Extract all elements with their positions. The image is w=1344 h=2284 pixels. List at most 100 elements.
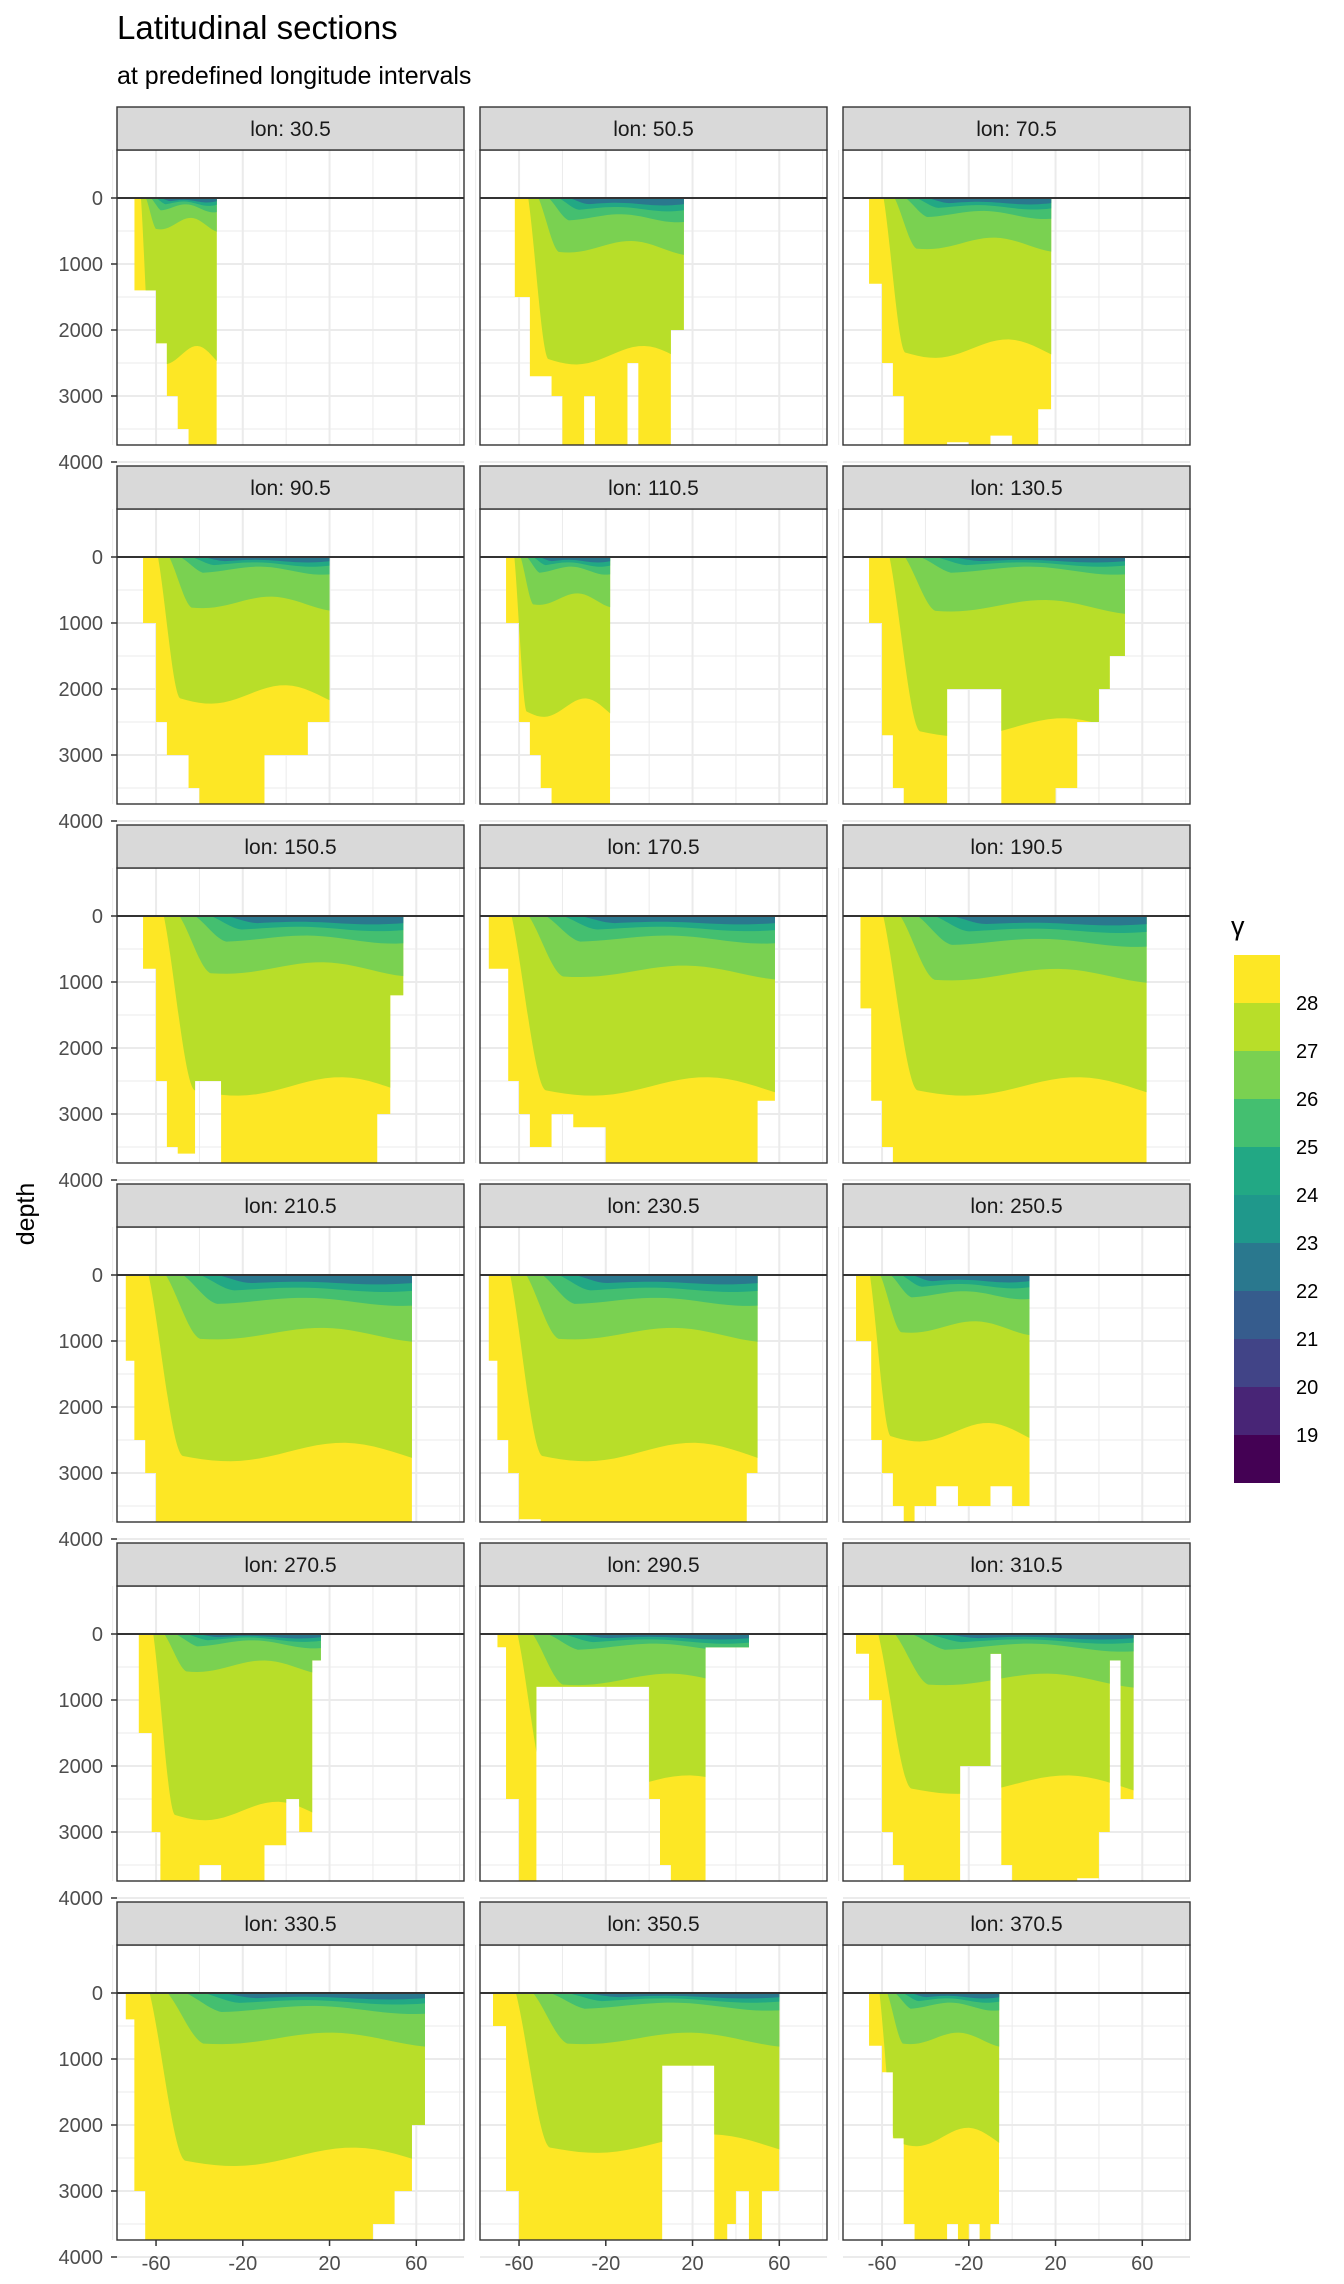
ocean-layers <box>125 1993 425 2240</box>
section-field <box>143 916 404 1163</box>
legend-key <box>1234 1195 1280 1243</box>
facet-panel: lon: 70.5 <box>838 106 1191 463</box>
facet-strip-label: lon: 250.5 <box>970 1195 1062 1218</box>
y-tick-label: 3000 <box>59 1463 104 1485</box>
x-tick-label: -60 <box>868 2253 897 2275</box>
facet-panel: lon: 210.5 0 1000 2000 3000 4000 <box>59 1183 465 1551</box>
layer-23 <box>226 916 404 925</box>
facet-strip-label: lon: 30.5 <box>250 118 331 141</box>
layer-23 <box>577 1634 749 1640</box>
legend-label: 22 <box>1296 1281 1318 1303</box>
chart-subtitle: at predefined longitude intervals <box>117 62 471 90</box>
facet-strip <box>116 106 465 151</box>
facet-panel: lon: 170.5 <box>475 824 828 1181</box>
y-tick-label: 1000 <box>59 1690 104 1712</box>
x-tick-label: 60 <box>1131 2253 1153 2275</box>
facet-panel: lon: 130.5 <box>838 465 1191 822</box>
section-field <box>860 916 1147 1163</box>
ocean-layers <box>506 557 611 804</box>
facet-strip <box>479 106 828 151</box>
section-field <box>488 916 775 1163</box>
facet-strip <box>479 1901 828 1946</box>
y-tick-label: 0 <box>92 906 103 928</box>
legend-title: γ <box>1231 911 1245 941</box>
layer-23 <box>950 557 1125 563</box>
facet-strip-label: lon: 310.5 <box>970 1554 1062 1577</box>
facet-strip <box>116 1901 465 1946</box>
y-tick-label: 0 <box>92 1983 103 2005</box>
y-tick-label: 2000 <box>59 2115 104 2137</box>
y-tick-label: 0 <box>92 547 103 569</box>
facet-strip <box>842 1183 1191 1228</box>
legend-key <box>1234 1051 1280 1099</box>
x-tick-label: -60 <box>505 2253 534 2275</box>
facet-panel: lon: 290.5 <box>475 1542 828 1899</box>
legend-key <box>1234 1339 1280 1387</box>
layer-23 <box>568 198 684 206</box>
legend-key <box>1234 1003 1280 1051</box>
legend-label: 27 <box>1296 1041 1318 1063</box>
facet-panel: lon: 270.5 0 1000 2000 3000 4000 <box>59 1542 465 1910</box>
facet-panel: lon: 30.5 0 1000 2000 3000 4000 <box>59 106 465 474</box>
layer-23 <box>574 1275 758 1285</box>
x-tick-label: 60 <box>405 2253 427 2275</box>
layer-23 <box>951 916 1147 926</box>
ocean-layers <box>493 1993 780 2240</box>
facet-strip <box>479 1183 828 1228</box>
x-tick-label: 20 <box>318 2253 340 2275</box>
ocean-layers <box>488 1275 758 1522</box>
facet-panel: lon: 50.5 <box>475 106 828 463</box>
facet-strip-label: lon: 350.5 <box>607 1913 699 1936</box>
legend: γ 28 27 26 25 24 23 22 21 20 19 <box>1231 911 1318 1483</box>
section-field <box>488 1275 758 1522</box>
layer-27 <box>140 198 217 365</box>
facet-strip-label: lon: 270.5 <box>244 1554 336 1577</box>
y-tick-label: 4000 <box>59 811 104 833</box>
layer-23 <box>539 557 611 563</box>
section-field <box>143 557 330 804</box>
y-tick-label: 3000 <box>59 745 104 767</box>
y-tick-label: 3000 <box>59 2181 104 2203</box>
legend-label: 28 <box>1296 993 1318 1015</box>
y-tick-label: 0 <box>92 1624 103 1646</box>
facet-strip-label: lon: 70.5 <box>976 118 1057 141</box>
facet-strip <box>116 824 465 869</box>
y-tick-label: 3000 <box>59 386 104 408</box>
legend-key <box>1234 1387 1280 1435</box>
x-tick-label: 20 <box>681 2253 703 2275</box>
layer-23 <box>584 1993 780 1999</box>
facet-strip-label: lon: 50.5 <box>613 118 694 141</box>
x-tick-label: 60 <box>768 2253 790 2275</box>
y-tick-label: 4000 <box>59 1170 104 1192</box>
y-tick-label: 4000 <box>59 1888 104 1910</box>
ocean-layers <box>514 198 684 445</box>
y-axis-label: depth <box>12 1183 40 1246</box>
layer-27 <box>153 1634 321 1821</box>
facet-strip-label: lon: 370.5 <box>970 1913 1062 1936</box>
layer-23 <box>196 1634 321 1639</box>
facet-panel: lon: 110.5 <box>475 465 828 822</box>
ocean-layers <box>869 198 1052 445</box>
layer-23 <box>580 916 775 925</box>
facet-panel: lon: 90.5 0 1000 2000 3000 4000 <box>59 465 465 833</box>
facet-panel: lon: 250.5 <box>838 1183 1191 1540</box>
ocean-layers <box>856 1275 1030 1522</box>
facet-panel: lon: 190.5 <box>838 824 1191 1181</box>
facet-panel: lon: 370.5 <box>838 1901 1191 2258</box>
legend-key <box>1234 1291 1280 1339</box>
layer-23 <box>910 1993 1000 1999</box>
legend-key <box>1234 955 1280 1003</box>
section-field <box>138 1634 321 1881</box>
section-field <box>869 198 1052 445</box>
y-tick-label: 4000 <box>59 2247 104 2269</box>
chart-title: Latitudinal sections <box>117 9 398 46</box>
layer-23 <box>217 1275 412 1285</box>
y-tick-label: 2000 <box>59 1756 104 1778</box>
y-tick-label: 2000 <box>59 1038 104 1060</box>
y-tick-label: 1000 <box>59 613 104 635</box>
legend-label: 19 <box>1296 1425 1318 1447</box>
facet-strip-label: lon: 190.5 <box>970 836 1062 859</box>
ocean-layers <box>125 1275 412 1522</box>
facet-strip <box>842 824 1191 869</box>
facet-strip-label: lon: 130.5 <box>970 477 1062 500</box>
